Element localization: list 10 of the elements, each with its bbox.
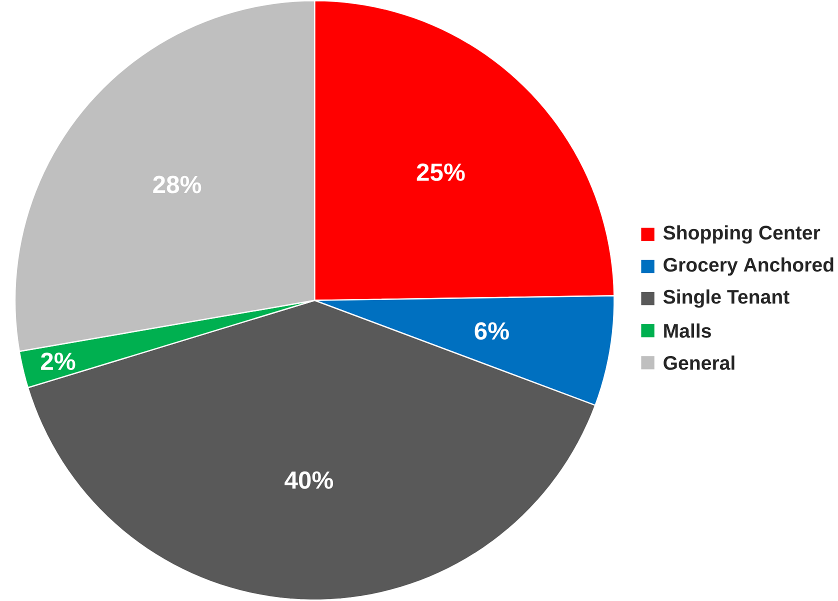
legend-label: Shopping Center (663, 225, 820, 244)
data-label: 40% (284, 472, 334, 490)
legend-label: Grocery Anchored (664, 258, 834, 276)
legend-label: General (664, 356, 734, 370)
legend-label: Single Tenant (663, 290, 790, 308)
data-label: 2% (41, 352, 76, 370)
legend-label: Malls (664, 324, 711, 338)
data-label: 28% (153, 176, 202, 194)
data-label: 25% (416, 164, 465, 182)
data-label: 6% (474, 322, 509, 340)
